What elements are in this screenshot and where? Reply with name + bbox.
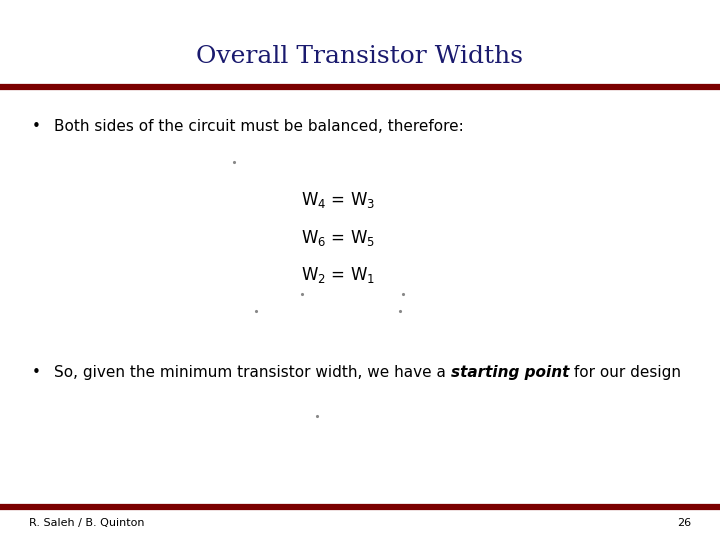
Text: So, given the minimum transistor width, we have a: So, given the minimum transistor width, …: [54, 365, 451, 380]
Text: 26: 26: [677, 518, 691, 528]
Text: R. Saleh / B. Quinton: R. Saleh / B. Quinton: [29, 518, 144, 528]
Text: Both sides of the circuit must be balanced, therefore:: Both sides of the circuit must be balanc…: [54, 119, 464, 134]
Text: W$_{4}$ = W$_{3}$: W$_{4}$ = W$_{3}$: [302, 190, 375, 210]
Text: for our design: for our design: [569, 365, 681, 380]
Text: •: •: [32, 365, 40, 380]
Text: Overall Transistor Widths: Overall Transistor Widths: [197, 45, 523, 68]
Text: •: •: [32, 119, 40, 134]
Text: W$_{6}$ = W$_{5}$: W$_{6}$ = W$_{5}$: [302, 227, 375, 248]
Text: starting point: starting point: [451, 365, 569, 380]
Text: W$_{2}$ = W$_{1}$: W$_{2}$ = W$_{1}$: [302, 265, 375, 286]
